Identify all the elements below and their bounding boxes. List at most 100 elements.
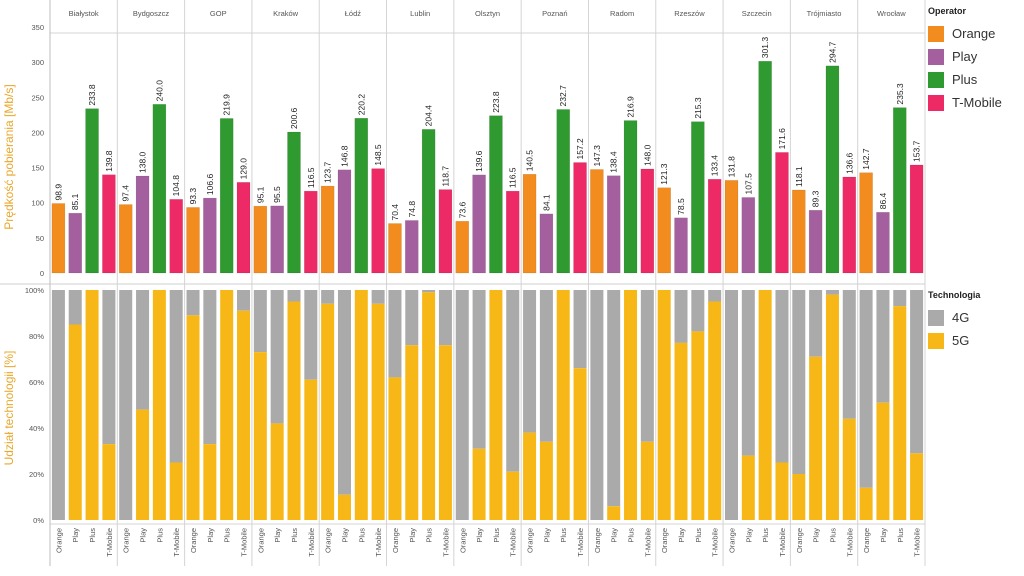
operator-tick-label: Plus (223, 528, 232, 543)
speed-value-label: 138.0 (138, 151, 148, 173)
speed-value-label: 204.4 (424, 105, 434, 127)
legend-item-play[interactable]: Play (928, 45, 1002, 68)
operator-tick-label: Plus (492, 528, 501, 543)
city-header-lodz: Łódź (345, 9, 362, 18)
speed-value-label: 129.0 (239, 158, 249, 180)
speed-bar-rzeszow-play (674, 217, 688, 274)
legend-label-play: Play (952, 49, 978, 64)
speed-bar-szczecin-orange (724, 180, 739, 274)
tech-5g-bar-lublin-t-mobile (438, 345, 452, 520)
speed-value-label: 148.0 (642, 144, 652, 166)
tech-5g-bar-krakow-t-mobile (304, 379, 318, 520)
legend-item-5g[interactable]: 5G (928, 329, 980, 352)
tech-5g-bar-radom-t-mobile (640, 441, 654, 520)
tech-5g-bar-bydgoszcz-plus (152, 290, 166, 520)
operator-tick-label: Play (408, 528, 417, 543)
speed-bar-rzeszow-t-mobile (707, 178, 722, 274)
tech-4g-bar-lodz-play (337, 290, 351, 495)
operator-tick-label: Orange (458, 528, 467, 553)
speed-value-label: 84.1 (541, 194, 551, 211)
operator-tick-label: Plus (694, 528, 703, 543)
tech-5g-bar-krakow-orange (253, 352, 267, 520)
tech-5g-bar-szczecin-play (741, 455, 755, 520)
legend-label-4g: 4G (952, 310, 970, 325)
tech-5g-bar-lodz-orange (321, 303, 335, 520)
city-header-olsztyn: Olsztyn (475, 9, 500, 18)
tech-4g-bar-wroclaw-t-mobile (910, 290, 924, 454)
tech-5g-bar-olsztyn-plus (489, 290, 503, 520)
tech-4g-bar-olsztyn-play (472, 290, 486, 449)
speed-value-label: 147.3 (592, 145, 602, 167)
tech-4g-bar-lodz-orange (321, 290, 335, 304)
speed-value-label: 153.7 (912, 140, 922, 162)
tech-5g-bar-trojmiasto-orange (792, 474, 806, 520)
speed-bar-lublin-plus (421, 129, 436, 274)
speed-tick-label: 50 (36, 234, 44, 243)
speed-value-label: 240.0 (154, 80, 164, 102)
speed-bar-szczecin-play (741, 197, 756, 274)
tech-4g-bar-krakow-play (270, 290, 284, 424)
operator-tick-label: Play (610, 528, 619, 543)
city-header-bydgoszcz: Bydgoszcz (133, 9, 170, 18)
operator-tick-label: Orange (795, 528, 804, 553)
tech-4g-bar-trojmiasto-orange (792, 290, 806, 474)
tech-5g-bar-rzeszow-orange (657, 290, 671, 520)
5g-swatch (928, 332, 944, 349)
operator-tick-label: Play (206, 528, 215, 543)
tech-tick-label: 0% (33, 516, 44, 525)
tech-5g-bar-poznan-t-mobile (573, 368, 587, 520)
speed-value-label: 121.3 (659, 163, 669, 185)
tech-5g-bar-lodz-plus (354, 290, 368, 520)
operator-tick-label: Play (812, 528, 821, 543)
operator-tick-label: Play (340, 528, 349, 543)
speed-value-label: 139.8 (104, 150, 114, 172)
tech-5g-bar-bialystok-t-mobile (102, 444, 116, 520)
operator-tick-label: Orange (122, 528, 131, 553)
speed-bar-gop-orange (186, 207, 200, 274)
speed-bar-krakow-t-mobile (304, 190, 318, 274)
speed-value-label: 95.1 (255, 186, 265, 203)
operator-tick-label: Play (475, 528, 484, 543)
tech-5g-bar-rzeszow-t-mobile (708, 301, 722, 520)
speed-tick-label: 200 (31, 128, 44, 137)
speed-bar-bialystok-orange (51, 203, 66, 274)
tech-4g-bar-wroclaw-orange (859, 290, 873, 488)
legend-item-4g[interactable]: 4G (928, 306, 980, 329)
tech-5g-bar-wroclaw-plus (893, 306, 907, 520)
legend-label-plus: Plus (952, 72, 978, 87)
operator-tick-label: T-Mobile (240, 528, 249, 557)
legend-item-plus[interactable]: Plus (928, 68, 1002, 91)
speed-bar-krakow-orange (253, 205, 268, 274)
tech-4g-bar-poznan-t-mobile (573, 290, 587, 369)
speed-tick-label: 150 (31, 164, 44, 173)
operator-tick-label: Plus (896, 528, 905, 543)
legend-item-orange[interactable]: Orange (928, 22, 1002, 45)
tech-5g-bar-poznan-plus (556, 290, 570, 520)
speed-bar-poznan-play (539, 213, 554, 274)
tech-5g-bar-gop-orange (186, 315, 200, 520)
operator-tick-label: T-Mobile (172, 528, 181, 557)
city-header-rzeszow: Rzeszów (674, 9, 705, 18)
tech-5g-bar-wroclaw-play (876, 402, 890, 520)
tech-4g-bar-lublin-play (405, 290, 419, 346)
city-header-poznan: Poznań (542, 9, 567, 18)
tech-4g-bar-olsztyn-t-mobile (506, 290, 520, 472)
speed-bar-radom-play (606, 175, 621, 274)
speed-bar-bialystok-t-mobile (102, 174, 116, 274)
legend-item-t-mobile[interactable]: T-Mobile (928, 91, 1002, 114)
tech-5g-bar-wroclaw-t-mobile (910, 453, 924, 520)
speed-value-label: 294.7 (827, 41, 837, 63)
operator-tick-label: Orange (189, 528, 198, 553)
speed-value-label: 215.3 (693, 97, 703, 119)
operator-tick-label: Orange (526, 528, 535, 553)
speed-bar-trojmiasto-play (808, 209, 823, 274)
speed-value-label: 78.5 (676, 198, 686, 215)
speed-tick-label: 300 (31, 58, 44, 67)
4g-swatch (928, 309, 944, 326)
operator-tick-label: Orange (256, 528, 265, 553)
tech-5g-bar-szczecin-plus (758, 290, 772, 520)
operator-tick-label: Plus (88, 528, 97, 543)
city-header-lublin: Lublin (410, 9, 430, 18)
tech-y-axis-title: Udział technologii [%] (2, 351, 16, 466)
